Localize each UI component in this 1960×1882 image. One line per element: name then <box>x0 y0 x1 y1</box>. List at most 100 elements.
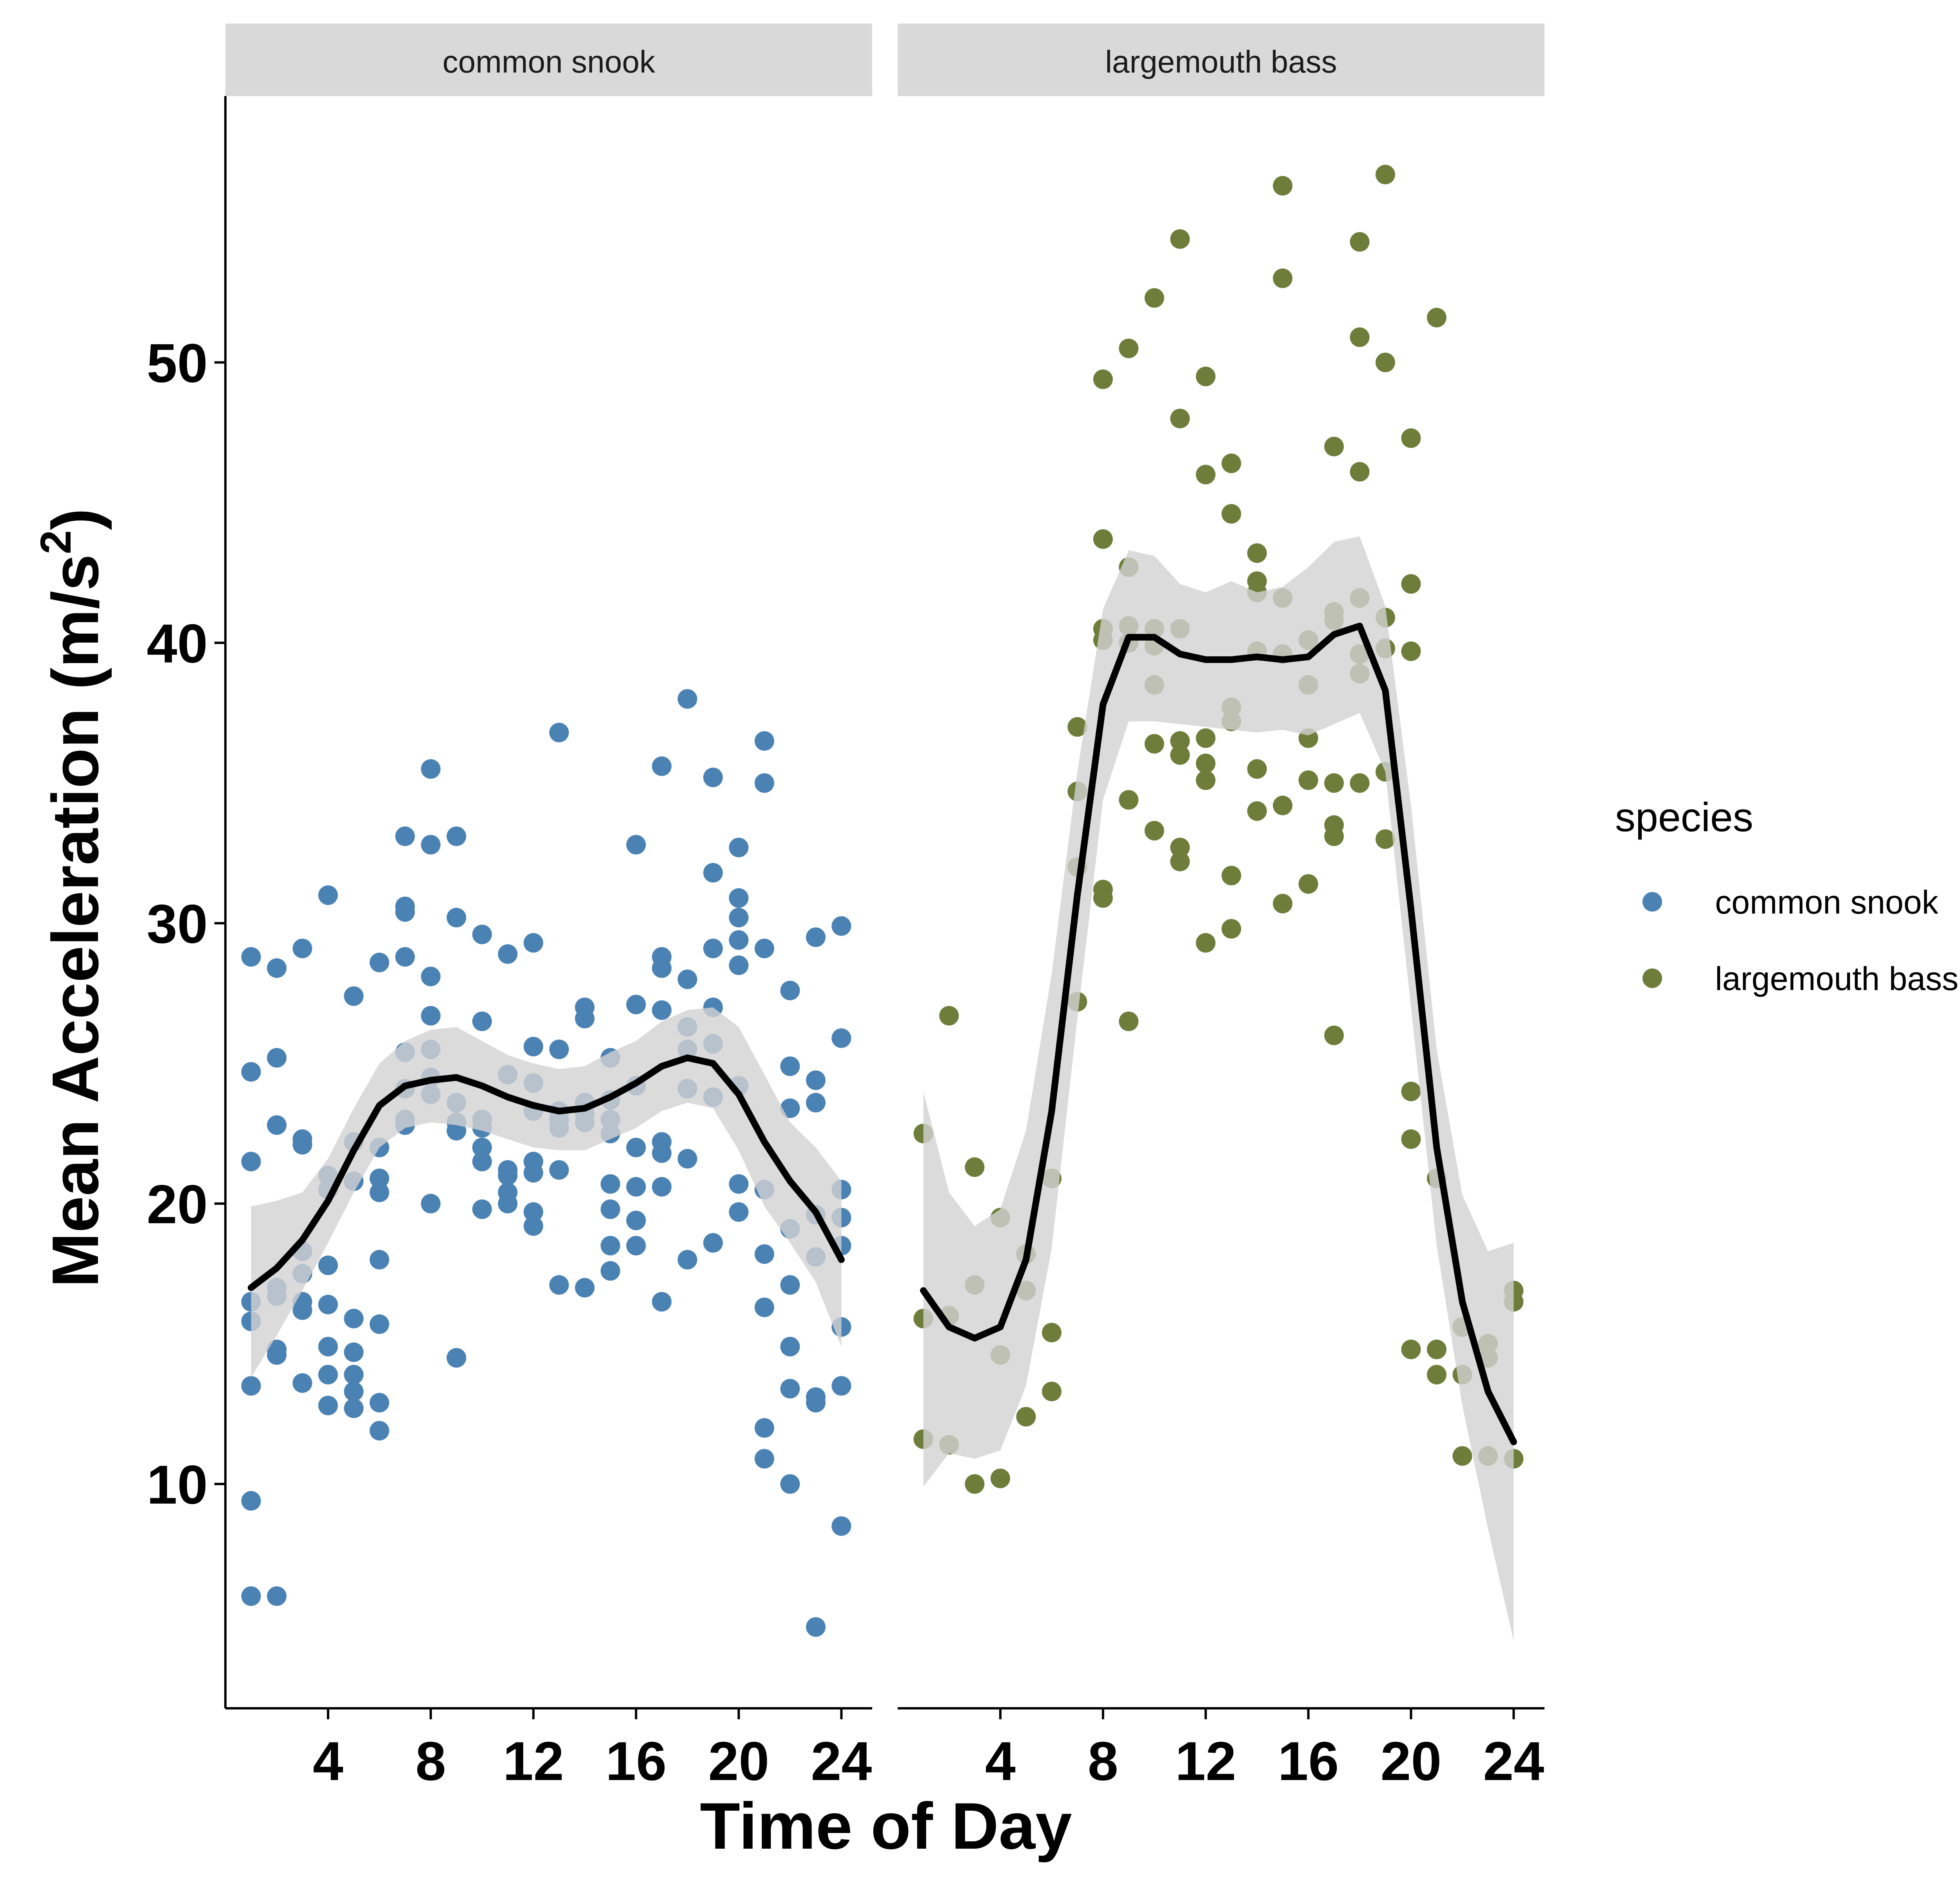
data-point <box>652 958 672 978</box>
data-point <box>575 1008 595 1028</box>
data-point <box>1042 1322 1062 1342</box>
smooth-line <box>920 623 1517 1446</box>
data-point <box>601 1236 621 1255</box>
data-point <box>1376 165 1395 185</box>
data-point <box>729 955 749 975</box>
data-point <box>1093 888 1113 908</box>
axes: 4 8 12 16 20 24 4 8 12 16 20 24 10 20 30 40 50 <box>147 96 1544 1792</box>
data-point <box>369 1314 389 1334</box>
smooth-line <box>248 1054 845 1291</box>
data-point <box>523 1037 543 1057</box>
data-point <box>652 1000 672 1020</box>
data-point <box>626 1137 646 1157</box>
data-point <box>421 835 441 855</box>
data-point <box>421 966 441 986</box>
facet-panels: common snook largemouth bass <box>225 24 1544 1641</box>
data-point <box>549 1160 569 1180</box>
data-point <box>1350 232 1370 252</box>
data-point <box>472 1137 492 1157</box>
y-axis-title-text: Mean Acceleration (m/s <box>38 554 112 1287</box>
data-point <box>1196 933 1216 953</box>
data-point <box>626 995 646 1014</box>
data-point <box>446 826 466 846</box>
data-point <box>241 1062 261 1082</box>
data-point <box>344 1309 364 1328</box>
legend-title: species <box>1615 795 1753 840</box>
data-point <box>626 1210 646 1230</box>
data-point <box>626 1177 646 1197</box>
data-point <box>472 925 492 945</box>
data-point <box>241 1586 261 1606</box>
data-point <box>780 1474 800 1494</box>
legend-key <box>1642 892 1662 912</box>
data-point <box>677 689 697 709</box>
data-point <box>831 1516 851 1536</box>
data-point <box>652 756 672 776</box>
data-point <box>1016 1407 1036 1427</box>
data-point <box>267 1345 287 1365</box>
data-point <box>1093 369 1113 389</box>
data-point <box>1119 338 1139 358</box>
data-point <box>267 1586 287 1606</box>
x-tick-label: 20 <box>708 1730 769 1792</box>
data-point <box>780 1379 800 1399</box>
data-point <box>1298 874 1318 894</box>
data-point <box>1273 176 1293 196</box>
x-tick-label: 16 <box>1278 1730 1339 1792</box>
data-point <box>318 885 338 905</box>
data-point <box>1042 1381 1062 1401</box>
confidence-ribbon <box>251 1007 842 1378</box>
data-point <box>1170 745 1190 765</box>
data-point <box>1144 288 1164 308</box>
legend-label: largemouth bass <box>1715 960 1958 997</box>
y-axis-title: Mean Acceleration (m/s2) <box>32 508 112 1288</box>
data-point <box>241 1152 261 1172</box>
data-point <box>241 947 261 967</box>
data-point <box>369 1168 389 1188</box>
data-point <box>806 1093 826 1113</box>
data-point <box>523 1163 543 1183</box>
data-point <box>369 1183 389 1203</box>
data-point <box>549 1275 569 1295</box>
data-point <box>780 1275 800 1295</box>
x-tick-label: 24 <box>811 1730 872 1792</box>
data-point <box>1067 717 1087 737</box>
data-point <box>677 1149 697 1169</box>
data-point <box>1273 796 1293 816</box>
data-point <box>703 767 723 787</box>
data-point <box>1221 866 1241 886</box>
x-tick-label: 12 <box>1175 1730 1236 1792</box>
y-tick-label: 50 <box>147 332 208 394</box>
x-tick-label: 4 <box>313 1730 343 1792</box>
data-point <box>1196 754 1216 773</box>
legend-entries: common snook largemouth bass <box>1642 884 1958 997</box>
data-point <box>267 1048 287 1068</box>
data-point <box>267 958 287 978</box>
data-point <box>755 731 774 751</box>
panel-largemouth-bass: largemouth bass <box>898 24 1544 1641</box>
data-point <box>1170 837 1190 857</box>
data-point <box>831 1028 851 1048</box>
data-point <box>369 1421 389 1441</box>
x-tick-label: 8 <box>1088 1730 1118 1792</box>
data-point <box>1119 1011 1139 1031</box>
data-point <box>1170 409 1190 429</box>
data-point <box>1401 1129 1421 1149</box>
data-point <box>1324 436 1344 456</box>
data-point <box>626 835 646 855</box>
data-point <box>1350 462 1370 482</box>
data-point <box>575 1278 595 1298</box>
data-point <box>446 1348 466 1368</box>
data-point <box>318 1395 338 1415</box>
data-point <box>1401 1339 1421 1359</box>
data-point <box>1093 529 1113 549</box>
data-point <box>267 1115 287 1135</box>
y-tick-label: 40 <box>147 613 208 674</box>
facet-strip-label: common snook <box>443 44 655 79</box>
data-point <box>703 863 723 883</box>
data-point <box>1247 801 1267 821</box>
data-point <box>421 1194 441 1213</box>
data-point <box>1221 504 1241 524</box>
data-point <box>1350 773 1370 793</box>
data-point <box>472 1152 492 1172</box>
